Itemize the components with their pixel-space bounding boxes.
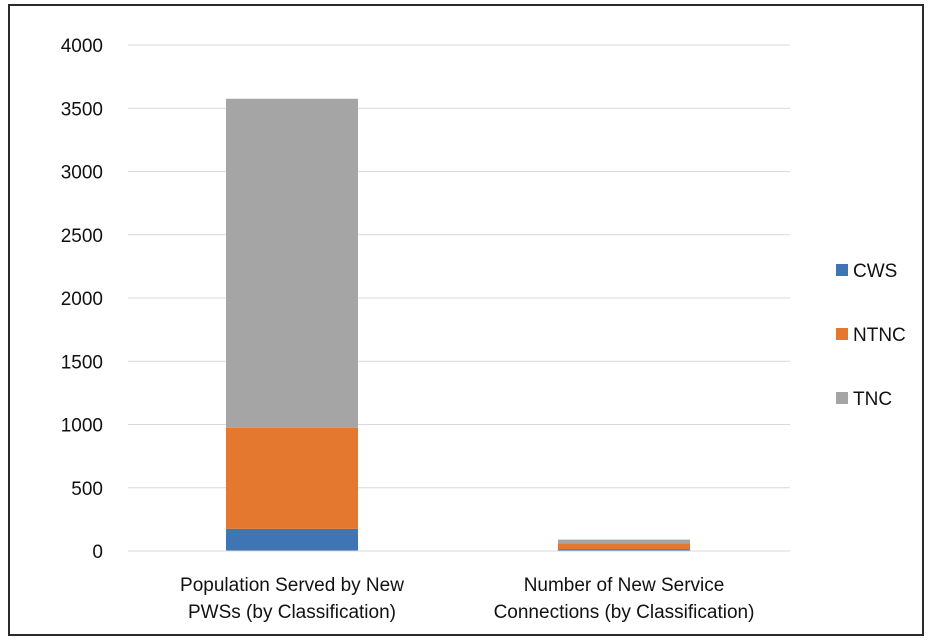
- y-tick-label: 1000: [61, 416, 103, 437]
- y-tick-label: 3000: [61, 163, 103, 184]
- legend-swatch-cws: [836, 264, 848, 276]
- bar-segment-ntnc: [226, 427, 358, 529]
- chart-frame: [8, 4, 924, 636]
- legend-swatch-ntnc: [836, 328, 848, 340]
- bar-segment-tnc: [226, 98, 358, 428]
- x-category-label: PWSs (by Classification): [188, 602, 396, 623]
- legend-label-ntnc: NTNC: [853, 325, 906, 346]
- y-tick-label: 0: [92, 542, 103, 563]
- x-category-label: Number of New Service: [524, 575, 725, 596]
- bar-segment-cws: [226, 528, 358, 551]
- y-tick-label: 2500: [61, 226, 103, 247]
- bar-segment-cws: [558, 549, 690, 551]
- legend-label-tnc: TNC: [853, 389, 892, 410]
- legend-swatch-tnc: [836, 392, 848, 404]
- x-category-label: Connections (by Classification): [494, 602, 755, 623]
- y-tick-label: 1500: [61, 352, 103, 373]
- x-category-label: Population Served by New: [180, 575, 404, 596]
- bar-segment-tnc: [558, 539, 690, 544]
- bar-segment-ntnc: [558, 543, 690, 550]
- y-tick-label: 2000: [61, 289, 103, 310]
- y-tick-label: 4000: [61, 36, 103, 57]
- legend-label-cws: CWS: [853, 261, 897, 282]
- y-tick-label: 3500: [61, 99, 103, 120]
- y-tick-label: 500: [71, 479, 103, 500]
